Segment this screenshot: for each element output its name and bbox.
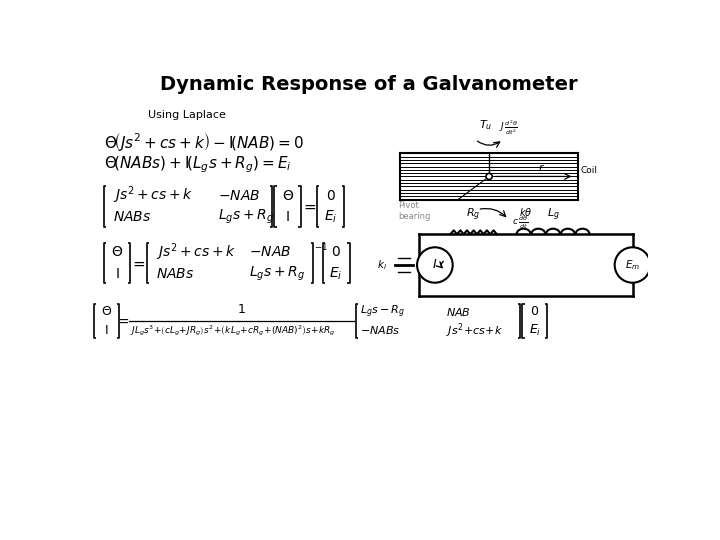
Text: $\Theta\!\left(NABs\right) + \mathrm{I}\!\left(L_g s + R_g\right) = E_i$: $\Theta\!\left(NABs\right) + \mathrm{I}\…: [104, 154, 292, 175]
Text: $E_i$: $E_i$: [329, 266, 343, 282]
Text: $E_m$: $E_m$: [625, 258, 640, 272]
Text: $Js^2 + cs + k$: $Js^2 + cs + k$: [156, 241, 236, 263]
Circle shape: [417, 247, 453, 283]
Text: $JL_g s^3\!+\!\left(cL_g\!+\!JR_g\right)s^2\!+\!\left(kL_g\!+\!cR_g\!+\!\left(NA: $JL_g s^3\!+\!\left(cL_g\!+\!JR_g\right)…: [130, 323, 335, 338]
Text: $L_g s - R_g$: $L_g s - R_g$: [360, 304, 405, 320]
Text: $L_g s + R_g$: $L_g s + R_g$: [218, 208, 274, 226]
Text: $Js^2 + cs + k$: $Js^2 + cs + k$: [113, 185, 194, 206]
Text: $-NAB$: $-NAB$: [249, 245, 291, 259]
Text: $=$: $=$: [130, 256, 146, 271]
Circle shape: [486, 173, 492, 179]
Text: $\mathrm{I}$: $\mathrm{I}$: [114, 267, 120, 281]
Text: $NABs$: $NABs$: [113, 210, 152, 224]
Text: $\Theta$: $\Theta$: [282, 188, 294, 202]
Text: $R_g$: $R_g$: [467, 207, 481, 224]
Text: $1$: $1$: [237, 303, 246, 316]
Text: $L_g s + R_g$: $L_g s + R_g$: [249, 265, 305, 284]
Text: $E_i$: $E_i$: [324, 209, 338, 226]
Text: $\Theta\!\left(Js^2 + cs + k\right) - \mathrm{I}\!\left(NAB\right) = 0$: $\Theta\!\left(Js^2 + cs + k\right) - \m…: [104, 131, 304, 153]
Text: $c\,\frac{d\theta}{dt}$: $c\,\frac{d\theta}{dt}$: [513, 214, 528, 231]
Text: $\Theta$: $\Theta$: [101, 306, 112, 319]
Text: Coil: Coil: [580, 166, 598, 175]
Text: $=$: $=$: [300, 199, 317, 213]
Text: $=$: $=$: [115, 314, 130, 328]
Text: $E_i$: $E_i$: [528, 323, 541, 338]
Text: $NABs$: $NABs$: [156, 267, 194, 281]
Text: $L_g$: $L_g$: [546, 207, 559, 224]
Text: $J\,\frac{d^2\theta}{dt^2}$: $J\,\frac{d^2\theta}{dt^2}$: [499, 119, 518, 137]
Text: $r$: $r$: [538, 161, 545, 173]
Text: $\mathrm{I}$: $\mathrm{I}$: [285, 210, 290, 224]
Text: $NAB$: $NAB$: [446, 306, 472, 318]
Text: $-NABs$: $-NABs$: [360, 325, 400, 336]
Text: $\Theta$: $\Theta$: [111, 245, 123, 259]
Text: $^{-1}$: $^{-1}$: [314, 244, 328, 256]
Text: $0$: $0$: [325, 188, 336, 202]
Text: Using Laplace: Using Laplace: [148, 110, 226, 120]
Text: $\mathrm{I}$: $\mathrm{I}$: [104, 324, 109, 337]
Circle shape: [615, 247, 650, 283]
Text: $T_u$: $T_u$: [479, 118, 492, 132]
Text: $I$: $I$: [432, 259, 438, 272]
Text: $0$: $0$: [331, 245, 341, 259]
Text: Pivot
bearing: Pivot bearing: [398, 201, 431, 221]
Text: $k_i$: $k_i$: [377, 258, 387, 272]
Text: $Js^2\!+\!cs\!+\!k$: $Js^2\!+\!cs\!+\!k$: [446, 321, 504, 340]
Text: Dynamic Response of a Galvanometer: Dynamic Response of a Galvanometer: [160, 75, 578, 93]
Text: $-NAB$: $-NAB$: [218, 188, 260, 202]
Text: $0$: $0$: [531, 306, 539, 319]
Text: $k\theta$: $k\theta$: [518, 206, 532, 218]
